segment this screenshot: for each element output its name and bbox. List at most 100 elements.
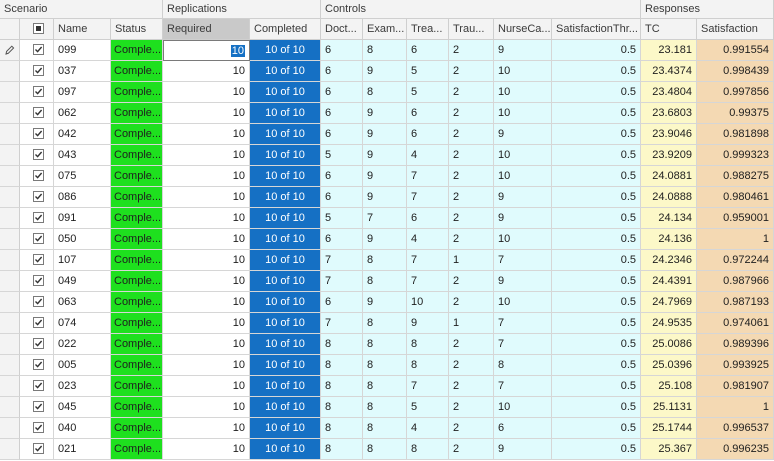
cell-required[interactable]: 10 <box>163 166 250 187</box>
cell-threshold[interactable]: 0.5 <box>552 61 641 82</box>
cell-nurse[interactable]: 10 <box>494 397 552 418</box>
row-indicator[interactable] <box>0 229 20 250</box>
cell-name[interactable]: 063 <box>54 292 111 313</box>
cell-required[interactable]: 10 <box>163 82 250 103</box>
row-checkbox[interactable] <box>20 397 54 418</box>
cell-trauma[interactable]: 2 <box>449 145 494 166</box>
cell-trauma[interactable]: 2 <box>449 334 494 355</box>
row-indicator[interactable] <box>0 355 20 376</box>
group-responses[interactable]: Responses <box>641 0 774 19</box>
row-checkbox[interactable] <box>20 208 54 229</box>
cell-name[interactable]: 021 <box>54 439 111 460</box>
cell-exam[interactable]: 8 <box>363 40 407 61</box>
required-editor[interactable]: 10 <box>228 42 247 60</box>
cell-name[interactable]: 086 <box>54 187 111 208</box>
cell-doctors[interactable]: 6 <box>321 103 363 124</box>
col-name[interactable]: Name <box>54 19 111 40</box>
cell-name[interactable]: 043 <box>54 145 111 166</box>
cell-exam[interactable]: 9 <box>363 187 407 208</box>
cell-treatment[interactable]: 4 <box>407 229 449 250</box>
cell-name[interactable]: 091 <box>54 208 111 229</box>
table-row[interactable]: 062 Comple... 10 10 of 10 6 9 6 2 10 0.5… <box>0 103 774 124</box>
table-row[interactable]: 043 Comple... 10 10 of 10 5 9 4 2 10 0.5… <box>0 145 774 166</box>
cell-doctors[interactable]: 8 <box>321 376 363 397</box>
row-indicator[interactable] <box>0 334 20 355</box>
cell-treatment[interactable]: 7 <box>407 250 449 271</box>
col-satisfaction[interactable]: Satisfaction <box>697 19 774 40</box>
row-indicator[interactable] <box>0 61 20 82</box>
cell-treatment[interactable]: 4 <box>407 145 449 166</box>
table-row[interactable]: 023 Comple... 10 10 of 10 8 8 7 2 7 0.5 … <box>0 376 774 397</box>
cell-name[interactable]: 062 <box>54 103 111 124</box>
cell-exam[interactable]: 9 <box>363 166 407 187</box>
cell-required[interactable]: 10 <box>163 250 250 271</box>
cell-nurse[interactable]: 7 <box>494 376 552 397</box>
cell-required[interactable]: 10 <box>163 145 250 166</box>
cell-exam[interactable]: 9 <box>363 145 407 166</box>
cell-doctors[interactable]: 6 <box>321 40 363 61</box>
cell-threshold[interactable]: 0.5 <box>552 145 641 166</box>
table-row[interactable]: 049 Comple... 10 10 of 10 7 8 7 2 9 0.5 … <box>0 271 774 292</box>
cell-threshold[interactable]: 0.5 <box>552 418 641 439</box>
row-checkbox[interactable] <box>20 292 54 313</box>
cell-nurse[interactable]: 7 <box>494 250 552 271</box>
cell-required[interactable]: 10 <box>163 271 250 292</box>
cell-required[interactable]: 10 <box>163 376 250 397</box>
cell-nurse[interactable]: 10 <box>494 103 552 124</box>
cell-nurse[interactable]: 9 <box>494 124 552 145</box>
cell-nurse[interactable]: 9 <box>494 271 552 292</box>
cell-exam[interactable]: 9 <box>363 292 407 313</box>
row-indicator[interactable] <box>0 418 20 439</box>
row-checkbox[interactable] <box>20 82 54 103</box>
col-exam[interactable]: Exam... <box>363 19 407 40</box>
cell-name[interactable]: 097 <box>54 82 111 103</box>
cell-threshold[interactable]: 0.5 <box>552 334 641 355</box>
cell-threshold[interactable]: 0.5 <box>552 355 641 376</box>
cell-threshold[interactable]: 0.5 <box>552 229 641 250</box>
table-row[interactable]: 099 Comple... 10 10 of 10 6 8 6 2 9 0.5 … <box>0 40 774 61</box>
row-indicator[interactable] <box>0 124 20 145</box>
cell-treatment[interactable]: 5 <box>407 397 449 418</box>
cell-exam[interactable]: 8 <box>363 418 407 439</box>
cell-treatment[interactable]: 6 <box>407 208 449 229</box>
cell-doctors[interactable]: 7 <box>321 250 363 271</box>
group-controls[interactable]: Controls <box>321 0 641 19</box>
cell-exam[interactable]: 8 <box>363 376 407 397</box>
cell-trauma[interactable]: 2 <box>449 439 494 460</box>
col-doctors[interactable]: Doct... <box>321 19 363 40</box>
row-indicator[interactable] <box>0 313 20 334</box>
cell-threshold[interactable]: 0.5 <box>552 82 641 103</box>
row-checkbox[interactable] <box>20 376 54 397</box>
cell-required[interactable]: 10 <box>163 124 250 145</box>
cell-treatment[interactable]: 9 <box>407 313 449 334</box>
cell-name[interactable]: 042 <box>54 124 111 145</box>
cell-name[interactable]: 049 <box>54 271 111 292</box>
cell-doctors[interactable]: 8 <box>321 355 363 376</box>
cell-treatment[interactable]: 7 <box>407 187 449 208</box>
cell-exam[interactable]: 8 <box>363 334 407 355</box>
row-checkbox[interactable] <box>20 439 54 460</box>
row-indicator[interactable] <box>0 292 20 313</box>
col-nurse[interactable]: NurseCa... <box>494 19 552 40</box>
cell-doctors[interactable]: 6 <box>321 229 363 250</box>
cell-required[interactable]: 10 <box>163 40 250 61</box>
cell-trauma[interactable]: 2 <box>449 376 494 397</box>
cell-name[interactable]: 005 <box>54 355 111 376</box>
cell-treatment[interactable]: 7 <box>407 376 449 397</box>
cell-trauma[interactable]: 2 <box>449 103 494 124</box>
cell-trauma[interactable]: 2 <box>449 166 494 187</box>
cell-trauma[interactable]: 2 <box>449 61 494 82</box>
cell-threshold[interactable]: 0.5 <box>552 397 641 418</box>
cell-threshold[interactable]: 0.5 <box>552 250 641 271</box>
cell-trauma[interactable]: 2 <box>449 187 494 208</box>
cell-name[interactable]: 040 <box>54 418 111 439</box>
table-row[interactable]: 107 Comple... 10 10 of 10 7 8 7 1 7 0.5 … <box>0 250 774 271</box>
row-checkbox[interactable] <box>20 334 54 355</box>
col-tc[interactable]: TC <box>641 19 697 40</box>
cell-threshold[interactable]: 0.5 <box>552 40 641 61</box>
table-row[interactable]: 021 Comple... 10 10 of 10 8 8 8 2 9 0.5 … <box>0 439 774 460</box>
cell-required[interactable]: 10 <box>163 103 250 124</box>
cell-threshold[interactable]: 0.5 <box>552 187 641 208</box>
cell-threshold[interactable]: 0.5 <box>552 208 641 229</box>
table-row[interactable]: 005 Comple... 10 10 of 10 8 8 8 2 8 0.5 … <box>0 355 774 376</box>
